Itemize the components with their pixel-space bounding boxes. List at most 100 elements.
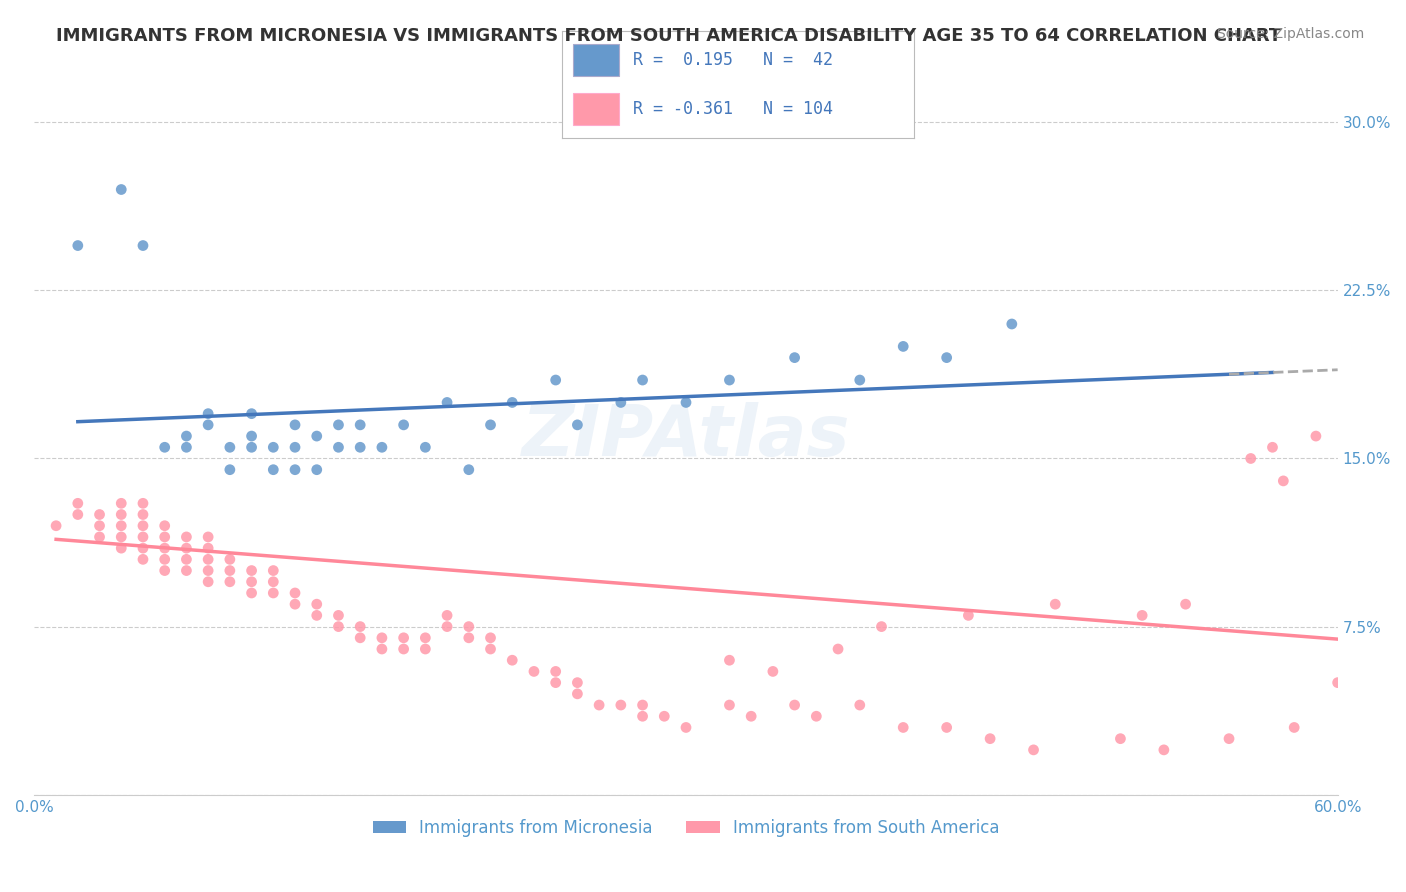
Point <box>935 721 957 735</box>
Text: R =  0.195   N =  42: R = 0.195 N = 42 <box>633 51 832 69</box>
Point <box>849 373 872 387</box>
Point <box>392 417 415 432</box>
Point <box>89 530 111 544</box>
Point <box>284 417 307 432</box>
Point <box>392 642 415 657</box>
Point <box>328 619 350 633</box>
Text: Source: ZipAtlas.com: Source: ZipAtlas.com <box>1216 27 1364 41</box>
Point <box>240 440 263 454</box>
Point <box>284 597 307 611</box>
Point <box>349 619 371 633</box>
Point <box>262 586 284 600</box>
Point <box>110 182 132 196</box>
Point <box>305 608 328 623</box>
Point <box>132 530 155 544</box>
Point <box>436 608 458 623</box>
Point <box>762 665 785 679</box>
Point <box>176 429 198 443</box>
Point <box>523 665 546 679</box>
Point <box>567 675 589 690</box>
Point <box>1240 451 1263 466</box>
Point <box>176 530 198 544</box>
Point <box>349 631 371 645</box>
Point <box>718 373 741 387</box>
Point <box>849 698 872 712</box>
Point <box>328 417 350 432</box>
Point <box>1130 608 1153 623</box>
Point <box>262 440 284 454</box>
Point <box>218 574 240 589</box>
Point <box>132 238 155 252</box>
Point <box>718 653 741 667</box>
Point <box>110 496 132 510</box>
Point <box>240 574 263 589</box>
Point <box>89 518 111 533</box>
Point <box>935 351 957 365</box>
Point <box>1022 743 1045 757</box>
Point <box>436 395 458 409</box>
Point <box>544 675 567 690</box>
Point <box>827 642 849 657</box>
Point <box>197 574 219 589</box>
Point <box>1218 731 1240 746</box>
Point <box>284 440 307 454</box>
Point <box>132 508 155 522</box>
Point <box>132 518 155 533</box>
Point <box>45 518 67 533</box>
Point <box>392 631 415 645</box>
Point <box>66 508 89 522</box>
Point <box>305 597 328 611</box>
Point <box>328 608 350 623</box>
Point <box>110 541 132 556</box>
FancyBboxPatch shape <box>574 94 619 126</box>
Point <box>132 552 155 566</box>
Point <box>631 698 654 712</box>
Point <box>218 440 240 454</box>
Point <box>218 552 240 566</box>
Point <box>479 631 502 645</box>
Text: ZIPAtlas: ZIPAtlas <box>522 401 851 471</box>
Point <box>870 619 893 633</box>
Point <box>89 508 111 522</box>
Point <box>631 709 654 723</box>
Point <box>176 564 198 578</box>
Point <box>1326 675 1348 690</box>
Point <box>588 0 610 6</box>
Point <box>675 721 697 735</box>
Point <box>806 709 828 723</box>
Point <box>262 564 284 578</box>
Point <box>197 564 219 578</box>
Point <box>740 709 762 723</box>
Legend: Immigrants from Micronesia, Immigrants from South America: Immigrants from Micronesia, Immigrants f… <box>366 813 1007 844</box>
Point <box>652 709 675 723</box>
Point <box>501 395 523 409</box>
Point <box>479 642 502 657</box>
Point <box>66 496 89 510</box>
Point <box>262 574 284 589</box>
Point <box>153 564 176 578</box>
Point <box>783 351 806 365</box>
Point <box>197 552 219 566</box>
Point <box>501 14 523 29</box>
Point <box>176 552 198 566</box>
Point <box>305 463 328 477</box>
Point <box>240 429 263 443</box>
Point <box>1001 317 1024 331</box>
Point <box>110 508 132 522</box>
Point <box>371 642 394 657</box>
Point <box>153 541 176 556</box>
Point <box>284 463 307 477</box>
FancyBboxPatch shape <box>574 44 619 76</box>
Point <box>218 564 240 578</box>
Point <box>371 440 394 454</box>
Point <box>479 417 502 432</box>
Point <box>197 541 219 556</box>
Point <box>1261 440 1284 454</box>
Point <box>1174 597 1197 611</box>
Point <box>371 631 394 645</box>
Point <box>957 608 980 623</box>
Point <box>262 463 284 477</box>
Point <box>197 407 219 421</box>
Point <box>610 395 633 409</box>
Point <box>891 339 914 353</box>
